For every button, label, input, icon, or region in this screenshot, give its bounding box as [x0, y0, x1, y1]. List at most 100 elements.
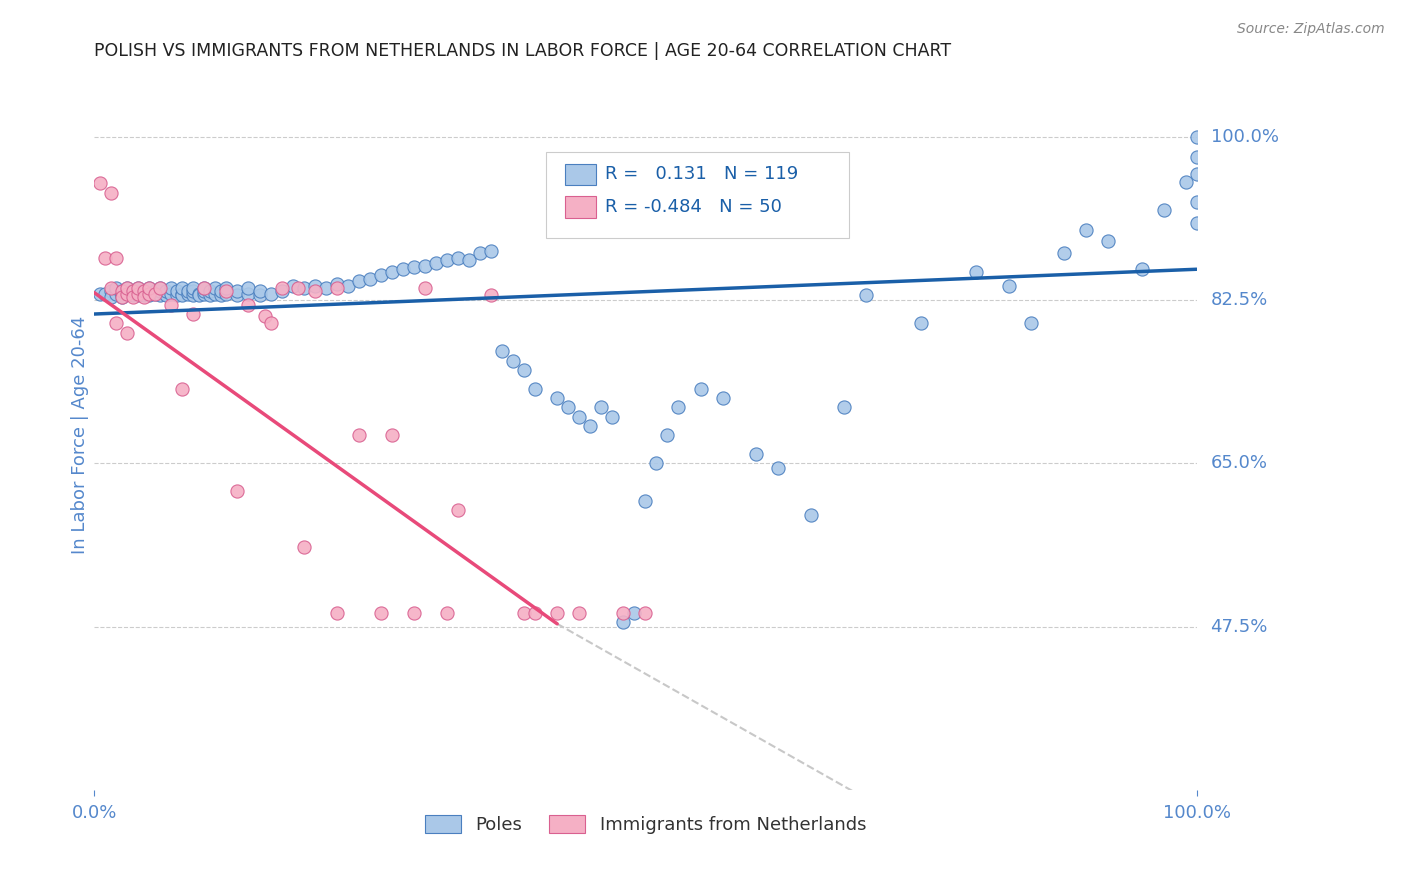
Point [226, 284, 249, 298]
Point [347, 428, 370, 442]
Point [292, 281, 315, 295]
Point [132, 286, 155, 301]
Point [249, 288, 271, 302]
Point [315, 281, 337, 295]
Point [209, 284, 232, 298]
Point [1130, 262, 1153, 277]
Point [238, 281, 260, 295]
Point [304, 279, 326, 293]
Text: 65.0%: 65.0% [1211, 454, 1268, 473]
Point [689, 382, 711, 396]
Point [281, 279, 304, 293]
Point [370, 268, 392, 282]
Point [370, 606, 392, 620]
Point [402, 606, 425, 620]
Point [105, 286, 128, 301]
Point [198, 284, 221, 298]
Point [183, 284, 205, 298]
Point [479, 288, 502, 302]
Point [198, 288, 221, 302]
FancyBboxPatch shape [565, 196, 596, 218]
Point [193, 281, 215, 295]
Point [127, 288, 149, 302]
Point [94, 286, 117, 301]
Point [392, 262, 415, 277]
Point [138, 281, 160, 295]
Point [149, 284, 172, 298]
Y-axis label: In Labor Force | Age 20-64: In Labor Force | Age 20-64 [72, 316, 89, 555]
Point [413, 259, 436, 273]
Point [160, 298, 183, 312]
Point [138, 286, 160, 301]
Point [172, 382, 194, 396]
Point [513, 363, 536, 377]
Point [1053, 246, 1076, 260]
Point [634, 493, 657, 508]
Point [105, 251, 128, 265]
Text: 100.0%: 100.0% [1211, 128, 1278, 145]
Point [160, 281, 183, 295]
Point [132, 284, 155, 298]
Point [657, 428, 679, 442]
Point [193, 284, 215, 298]
Point [491, 344, 513, 359]
Point [138, 281, 160, 295]
Point [259, 317, 281, 331]
Point [215, 286, 238, 301]
Point [447, 251, 470, 265]
Point [998, 279, 1021, 293]
Point [121, 288, 143, 302]
Point [1097, 234, 1119, 248]
Point [253, 309, 276, 323]
Point [1019, 317, 1042, 331]
Point [89, 177, 111, 191]
Point [744, 447, 766, 461]
Point [204, 281, 226, 295]
Point [111, 290, 134, 304]
Point [115, 281, 138, 295]
Point [325, 606, 347, 620]
Point [149, 288, 172, 302]
Point [591, 401, 613, 415]
Point [600, 409, 623, 424]
Point [121, 284, 143, 298]
Point [166, 288, 188, 302]
Point [105, 317, 128, 331]
Point [132, 290, 155, 304]
Point [177, 284, 200, 298]
Point [215, 281, 238, 295]
Point [502, 353, 524, 368]
Point [115, 286, 138, 301]
Point [111, 290, 134, 304]
Point [965, 265, 987, 279]
Point [634, 606, 657, 620]
Point [143, 286, 166, 301]
Point [94, 251, 117, 265]
Point [381, 265, 404, 279]
Point [270, 284, 292, 298]
Point [568, 606, 591, 620]
Point [100, 284, 122, 298]
Point [193, 281, 215, 295]
Point [127, 284, 149, 298]
Point [524, 606, 547, 620]
Point [226, 288, 249, 302]
Point [100, 281, 122, 295]
Point [172, 281, 194, 295]
Point [193, 286, 215, 301]
Point [249, 284, 271, 298]
Point [177, 286, 200, 301]
Point [447, 503, 470, 517]
Point [325, 277, 347, 292]
Point [1076, 223, 1098, 237]
Point [183, 281, 205, 295]
Point [115, 286, 138, 301]
Point [832, 401, 855, 415]
Point [127, 286, 149, 301]
Text: 47.5%: 47.5% [1211, 617, 1268, 636]
Point [100, 290, 122, 304]
Point [115, 326, 138, 340]
Point [259, 286, 281, 301]
Point [183, 307, 205, 321]
Point [579, 419, 602, 434]
